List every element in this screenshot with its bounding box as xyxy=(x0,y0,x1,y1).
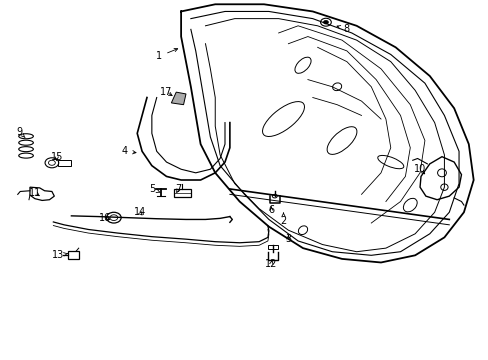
Text: 8: 8 xyxy=(336,24,349,35)
Text: 1: 1 xyxy=(156,49,177,61)
Text: 2: 2 xyxy=(280,213,286,226)
Text: 4: 4 xyxy=(122,146,136,156)
Text: 16: 16 xyxy=(99,213,111,222)
Ellipse shape xyxy=(323,21,328,24)
Text: 9: 9 xyxy=(16,127,25,138)
Text: 5: 5 xyxy=(148,184,160,194)
Text: 15: 15 xyxy=(50,152,63,162)
Text: 11: 11 xyxy=(29,188,41,198)
Text: 6: 6 xyxy=(268,206,274,216)
Text: 3: 3 xyxy=(285,234,291,244)
Text: 13: 13 xyxy=(52,250,67,260)
Text: 14: 14 xyxy=(133,207,145,217)
Polygon shape xyxy=(171,92,185,105)
Text: 7: 7 xyxy=(175,184,182,194)
Text: 12: 12 xyxy=(264,259,277,269)
Text: 17: 17 xyxy=(160,87,172,97)
Text: 10: 10 xyxy=(413,164,426,174)
